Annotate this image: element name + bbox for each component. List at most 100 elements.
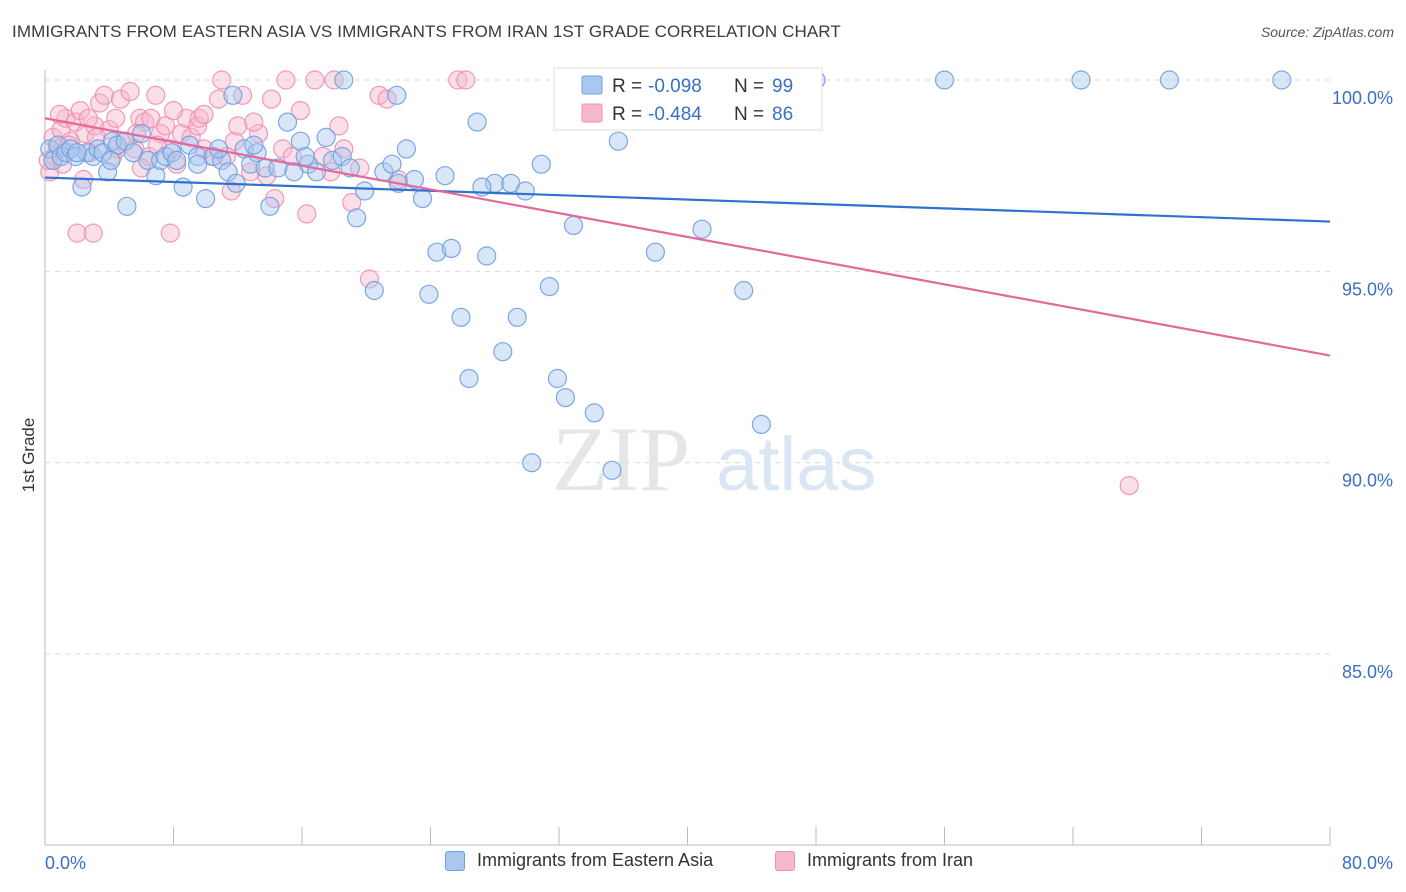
pink-point-38	[249, 124, 269, 144]
blue-point-69	[522, 453, 542, 473]
blue-point-95	[67, 143, 87, 163]
blue-point-48	[355, 181, 375, 201]
blue-point-61	[459, 368, 479, 389]
watermark: ZIP atlas	[552, 408, 877, 510]
pink-point-71	[276, 70, 296, 90]
blue-point-87	[1272, 70, 1292, 90]
pink-point-69	[228, 116, 248, 136]
blue-point-47	[347, 208, 367, 228]
tick-labels: 100.0% 95.0% 90.0% 85.0% 0.0% 80.0%	[45, 88, 1393, 873]
blue-point-17	[131, 124, 151, 144]
source-credit: Source: ZipAtlas.com	[1260, 24, 1394, 40]
legend-r-label-pink: R =	[612, 104, 642, 125]
blue-point-54	[404, 169, 424, 190]
pink-point-22	[146, 85, 166, 105]
blue-point-38	[277, 112, 298, 132]
blue-point-45	[332, 146, 352, 167]
blue-point-42	[306, 162, 327, 182]
legend-n-value-blue: 99	[772, 76, 793, 97]
blue-point-88	[387, 85, 407, 105]
blue-point-36	[260, 196, 280, 216]
blue-point-78	[645, 242, 666, 262]
pink-point-74	[448, 70, 468, 90]
blue-point-96	[101, 150, 121, 170]
blue-point-89	[334, 70, 354, 90]
legend-swatch-blue	[581, 75, 603, 95]
blue-point-57	[427, 242, 447, 262]
blue-point-2	[48, 135, 68, 155]
pink-point-14	[106, 108, 126, 128]
blue-point-72	[547, 368, 568, 389]
blue-point-94	[244, 135, 264, 155]
blue-point-58	[435, 166, 455, 186]
pink-point-41	[273, 139, 293, 159]
bottom-legend-swatch-blue	[445, 850, 465, 871]
blue-point-30	[218, 162, 238, 182]
blue-point-60	[451, 307, 471, 327]
blue-point-62	[467, 112, 487, 132]
chart-title: IMMIGRANTS FROM EASTERN ASIA VS IMMIGRAN…	[12, 22, 841, 41]
watermark-atlas: atlas	[716, 422, 877, 507]
pink-point-45	[305, 70, 325, 90]
legend-n-label-blue: N =	[734, 76, 764, 97]
pink-point-85	[244, 112, 264, 132]
pink-point-57	[160, 223, 180, 243]
y-tick-label-1: 95.0%	[1342, 279, 1393, 299]
pink-point-44	[297, 204, 317, 224]
blue-point-67	[507, 307, 527, 327]
pink-point-51	[359, 269, 380, 289]
blue-point-93	[223, 85, 243, 105]
y-tick-label-2: 90.0%	[1342, 471, 1393, 491]
pink-trend-line	[44, 117, 1331, 357]
pink-point-35	[224, 131, 245, 151]
blue-point-86	[1159, 70, 1180, 90]
blue-point-68	[515, 181, 535, 201]
blue-point-84	[934, 70, 955, 90]
x-tick-label-right: 80.0%	[1342, 853, 1393, 873]
trend-lines	[44, 117, 1331, 357]
bottom-legend-label-eastern-asia: Immigrants from Eastern Asia	[477, 850, 714, 870]
bottom-legend-swatch-pink	[775, 850, 795, 871]
blue-point-7	[72, 177, 92, 197]
x-tick-label-left: 0.0%	[45, 853, 86, 873]
pink-point-43	[290, 100, 310, 121]
pink-point-56	[83, 223, 103, 243]
blue-point-92	[295, 146, 315, 167]
legend-r-value-pink: -0.484	[648, 104, 702, 125]
legend-box: R = -0.098 N = 99 R = -0.484 N = 86	[553, 67, 823, 131]
blue-point-55	[412, 189, 433, 209]
bottom-legend-label-iran: Immigrants from Iran	[807, 850, 974, 870]
bottom-legend-item-iran: Immigrants from Iran	[775, 850, 973, 871]
pink-point-15	[110, 89, 131, 109]
pink-point-17	[120, 81, 140, 102]
blue-point-43	[316, 127, 336, 147]
blue-point-75	[584, 403, 604, 423]
y-tick-label-0: 100.0%	[1332, 88, 1393, 108]
blue-point-85	[1071, 70, 1091, 90]
pink-point-29	[181, 127, 201, 147]
blue-point-37	[268, 158, 288, 178]
pink-point-33	[208, 89, 229, 109]
blue-point-27	[196, 189, 216, 209]
y-tick-label-3: 85.0%	[1342, 662, 1393, 682]
blue-point-82	[751, 414, 772, 434]
pink-point-49	[342, 192, 362, 213]
y-axis-label: 1st Grade	[19, 418, 38, 493]
legend-swatch-pink	[581, 103, 603, 123]
blue-trend-line	[44, 176, 1331, 223]
pink-point-70	[261, 89, 282, 109]
blue-point-65	[493, 342, 513, 362]
blue-point-24	[173, 177, 193, 197]
pink-point-48	[334, 139, 354, 159]
axes	[44, 70, 1331, 846]
blue-point-40	[290, 131, 310, 151]
blue-point-59	[441, 238, 461, 258]
pink-point-76	[1119, 476, 1139, 496]
pink-point-75	[456, 70, 476, 90]
bottom-legend-item-eastern-asia: Immigrants from Eastern Asia	[445, 850, 713, 871]
pink-point-47	[324, 70, 344, 90]
blue-point-56	[419, 284, 439, 304]
pink-point-53	[377, 89, 397, 109]
grid-lines	[45, 79, 1330, 655]
